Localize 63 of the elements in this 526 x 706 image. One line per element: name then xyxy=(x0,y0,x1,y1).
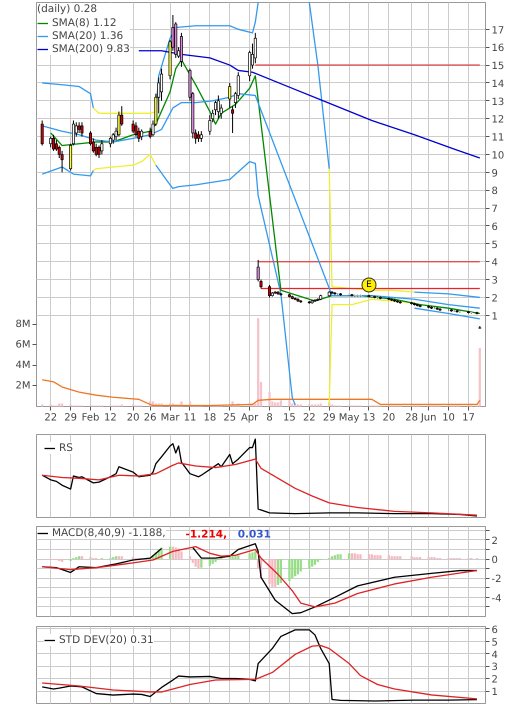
y-tick-label: 10 xyxy=(492,150,504,162)
x-tick-label: 11 xyxy=(184,412,196,424)
y-tick-label: 0 xyxy=(492,555,498,566)
x-tick-label: 10 xyxy=(442,412,455,424)
y-tick-label: 4 xyxy=(492,650,498,661)
y-tick-label: 9 xyxy=(492,168,498,180)
annotation: 0.031 xyxy=(238,528,271,540)
x-tick-label: 15 xyxy=(283,412,296,424)
y-tick-label: 16 xyxy=(492,43,504,54)
y-tick-label: 17 xyxy=(492,25,504,36)
x-tick-label: 28 xyxy=(405,412,418,424)
x-tick-label: 22 xyxy=(302,412,316,424)
y-tick-label: 3 xyxy=(492,276,498,287)
y-tick-label: 1 xyxy=(492,687,498,698)
legend-label: SMA(8) 1.12 xyxy=(52,17,116,29)
legend-label: STD DEV(20) 0.31 xyxy=(59,634,154,646)
x-tick-label: 25 xyxy=(223,412,236,424)
legend-label: RS xyxy=(59,442,74,454)
y-tick-label: 6 xyxy=(492,624,498,636)
x-tick-label: 12 xyxy=(104,412,117,424)
x-tick-label: Apr xyxy=(240,412,260,424)
y-tick-label: 2 xyxy=(492,293,498,304)
x-tick-label: 20 xyxy=(126,412,140,424)
x-tick-label: 29 xyxy=(322,412,336,424)
y-tick-label: 14 xyxy=(492,78,504,90)
y2-tick-label: 8M xyxy=(16,318,31,330)
y-tick-label: 5 xyxy=(492,637,498,648)
legend-label: SMA(20) 1.36 xyxy=(52,30,124,42)
annotation: -1.214, xyxy=(186,528,228,540)
x-tick-label: May xyxy=(338,412,360,424)
legend-label: SMA(200) 9.83 xyxy=(52,43,130,55)
x-tick-label: 26 xyxy=(144,412,157,424)
y-tick-label: 7 xyxy=(492,204,498,216)
y-tick-label: 3 xyxy=(492,662,498,674)
y-tick-label: 5 xyxy=(492,240,498,251)
y-tick-label: 8 xyxy=(492,186,498,198)
y-tick-label: 15 xyxy=(492,61,504,72)
y2-tick-label: 6M xyxy=(16,339,31,350)
x-tick-label: 8 xyxy=(266,412,273,424)
x-tick-label: 29 xyxy=(64,412,77,424)
y-tick-label: 12 xyxy=(492,114,504,126)
y-tick-label: 1 xyxy=(492,311,498,322)
x-tick-label: 18 xyxy=(203,412,216,424)
x-tick-label: 13 xyxy=(362,412,376,424)
y2-tick-label: 4M xyxy=(16,360,31,371)
y-tick-label: 13 xyxy=(492,96,504,108)
y-tick-label: -4 xyxy=(492,593,502,604)
x-tick-label: 17 xyxy=(462,412,475,424)
x-tick-label: Feb xyxy=(82,412,100,424)
y-tick-label: 2 xyxy=(492,536,498,547)
x-tick-label: Mar xyxy=(160,412,180,424)
x-tick-label: 22 xyxy=(44,412,58,424)
y-tick-label: 6 xyxy=(492,222,498,233)
y-tick-label: -2 xyxy=(492,574,502,586)
y2-tick-label: 2M xyxy=(16,380,31,392)
y-tick-label: 2 xyxy=(492,674,498,686)
y-tick-label: 4 xyxy=(492,258,498,269)
legend-label: MACD(8,40,9) -1.188, xyxy=(52,527,166,539)
x-tick-label: Jun xyxy=(420,412,436,424)
y-tick-label: 11 xyxy=(492,132,504,144)
chart-title: (daily) 0.28 xyxy=(37,3,98,15)
x-tick-label: 20 xyxy=(382,412,396,424)
annotation: E xyxy=(366,280,372,290)
